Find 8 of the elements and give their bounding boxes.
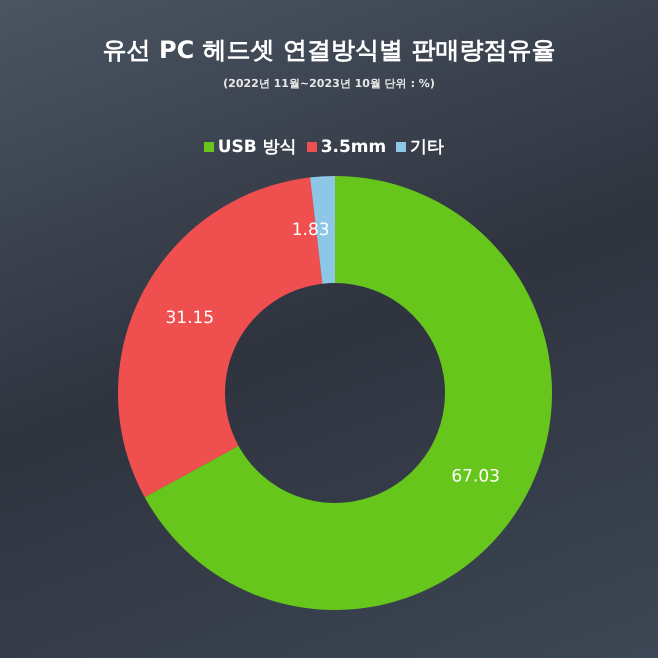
legend-label: 3.5mm [320, 137, 386, 157]
legend-label: 기타 [410, 137, 444, 157]
chart-subtitle: (2022년 11월~2023년 10월 단위 : %) [222, 76, 436, 91]
chart-title: 유선 PC 헤드셋 연결방식별 판매량점유율 [102, 35, 556, 66]
legend-label: USB 방식 [218, 137, 297, 157]
donut-slice [144, 176, 552, 610]
data-label: 31.15 [165, 308, 214, 328]
data-label: 67.03 [451, 466, 500, 486]
